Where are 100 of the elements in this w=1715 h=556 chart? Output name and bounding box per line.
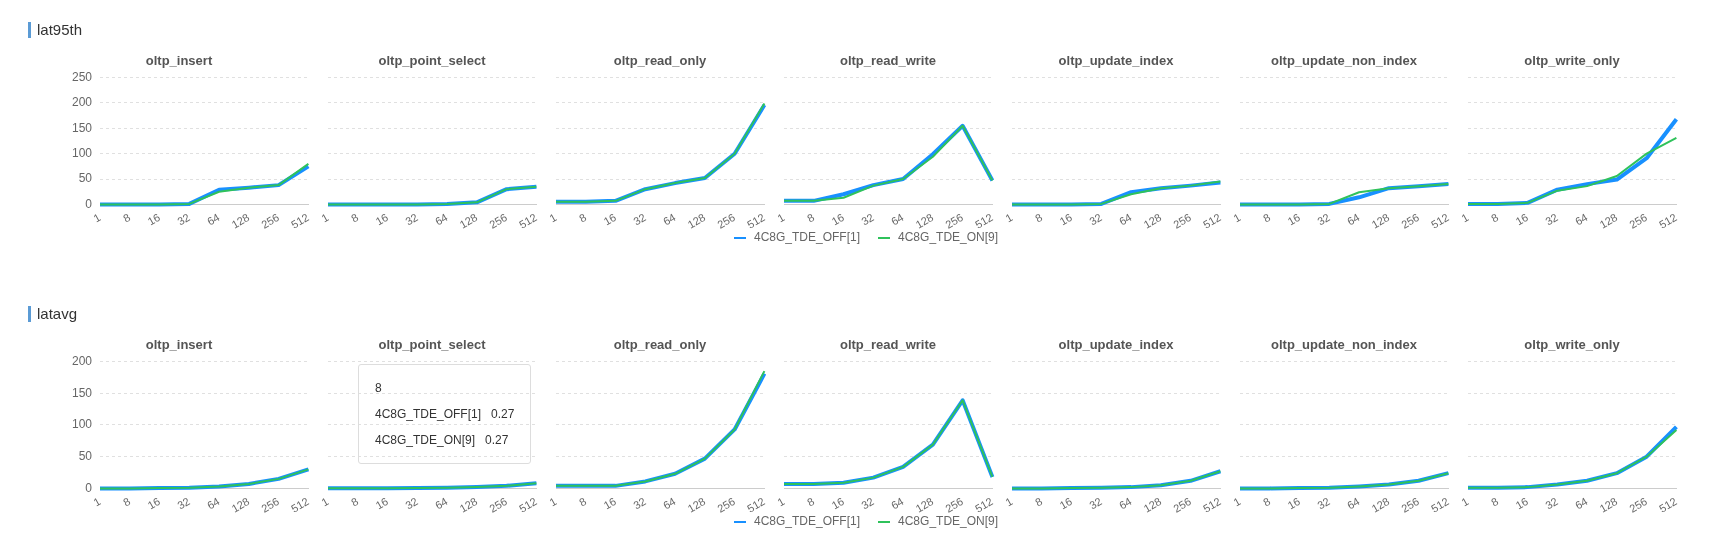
y-tick-label: 150: [71, 120, 93, 135]
tooltip: 8 4C8G_TDE_OFF[1] 0.27 4C8G_TDE_ON[9] 0.27: [358, 364, 532, 464]
x-tick-label: 16: [829, 495, 847, 512]
x-tick-label: 16: [829, 211, 847, 228]
x-tick-label: 8: [349, 495, 361, 509]
x-tick-label: 16: [1513, 211, 1531, 228]
x-tick-label: 64: [433, 211, 450, 228]
x-tick-label: 512: [289, 211, 311, 231]
chart-title: oltp_read_write: [839, 337, 937, 353]
x-tick-label: 32: [1315, 495, 1332, 512]
x-tick-label: 16: [1285, 211, 1303, 228]
chart-title: oltp_read_only: [613, 337, 707, 353]
chart-title: oltp_point_select: [378, 53, 487, 69]
x-tick-label: 128: [1141, 211, 1164, 231]
x-tick-label: 256: [1627, 495, 1650, 515]
chart-title: oltp_insert: [145, 53, 213, 69]
x-tick-label: 32: [403, 211, 420, 228]
x-tick-label: 32: [859, 495, 876, 512]
x-tick-label: 32: [631, 211, 648, 228]
x-tick-label: 1: [91, 495, 103, 509]
x-tick-label: 128: [1369, 211, 1392, 231]
x-tick-label: 128: [457, 495, 480, 515]
x-tick-label: 16: [601, 211, 619, 228]
x-tick-label: 512: [1657, 211, 1679, 231]
x-tick-label: 1: [1003, 211, 1015, 225]
x-tick-label: 16: [1057, 495, 1075, 512]
x-tick-label: 128: [1597, 211, 1620, 231]
x-tick-label: 32: [1087, 495, 1104, 512]
x-tick-label: 1: [1459, 495, 1471, 509]
x-tick-label: 64: [1573, 211, 1590, 228]
x-tick-label: 8: [1033, 211, 1045, 225]
x-tick-label: 256: [1171, 211, 1194, 231]
x-tick-label: 1: [1003, 495, 1015, 509]
x-tick-label: 8: [805, 211, 817, 225]
x-tick-label: 8: [577, 495, 589, 509]
x-tick-label: 512: [1201, 211, 1223, 231]
x-tick-label: 512: [289, 495, 311, 515]
x-tick-label: 8: [577, 211, 589, 225]
x-tick-label: 256: [1171, 495, 1194, 515]
x-tick-label: 8: [121, 495, 133, 509]
x-tick-label: 8: [1261, 495, 1273, 509]
y-tick-label: 100: [71, 145, 93, 160]
x-tick-label: 16: [601, 495, 619, 512]
x-tick-label: 128: [913, 495, 936, 515]
x-tick-label: 512: [1429, 211, 1451, 231]
x-tick-label: 32: [403, 495, 420, 512]
x-tick-label: 256: [1399, 495, 1422, 515]
x-tick-label: 128: [685, 211, 708, 231]
x-tick-label: 32: [631, 495, 648, 512]
x-tick-label: 64: [889, 211, 906, 228]
x-tick-label: 1: [91, 211, 103, 225]
x-tick-label: 512: [1657, 495, 1679, 515]
x-tick-label: 8: [1489, 211, 1501, 225]
chart-title: oltp_read_only: [613, 53, 707, 69]
x-tick-label: 64: [889, 495, 906, 512]
y-tick-label: 150: [71, 385, 93, 400]
x-tick-label: 32: [1543, 495, 1560, 512]
y-tick-label: 200: [71, 95, 93, 110]
x-tick-label: 512: [517, 211, 539, 231]
x-tick-label: 64: [1117, 211, 1134, 228]
x-tick-label: 8: [1033, 495, 1045, 509]
x-tick-label: 64: [1345, 211, 1362, 228]
x-tick-label: 1: [1231, 211, 1243, 225]
x-tick-label: 16: [1057, 211, 1075, 228]
x-tick-label: 32: [1543, 211, 1560, 228]
x-tick-label: 8: [1261, 211, 1273, 225]
x-tick-label: 128: [229, 211, 252, 231]
chart-title: oltp_update_non_index: [1271, 53, 1418, 69]
x-tick-label: 64: [661, 495, 678, 512]
x-tick-label: 128: [457, 211, 480, 231]
x-tick-label: 512: [1201, 495, 1223, 515]
legend-label: 4C8G_TDE_OFF[1]: [753, 230, 861, 244]
y-tick-label: 50: [78, 171, 93, 186]
x-tick-label: 64: [205, 495, 222, 512]
x-tick-label: 64: [661, 211, 678, 228]
x-tick-label: 32: [1087, 211, 1104, 228]
legend-label: 4C8G_TDE_OFF[1]: [753, 514, 861, 528]
x-tick-label: 32: [1315, 211, 1332, 228]
x-tick-label: 8: [349, 211, 361, 225]
x-tick-label: 256: [715, 495, 738, 515]
x-tick-label: 64: [1117, 495, 1134, 512]
x-tick-label: 32: [175, 211, 192, 228]
x-tick-label: 1: [1231, 495, 1243, 509]
x-tick-label: 512: [745, 495, 767, 515]
x-tick-label: 128: [913, 211, 936, 231]
text: lat95th: [28, 21, 83, 38]
y-tick-label: 0: [85, 480, 93, 495]
x-tick-label: 8: [805, 495, 817, 509]
x-tick-label: 1: [319, 211, 331, 225]
x-tick-label: 256: [943, 495, 966, 515]
x-tick-label: 64: [1345, 495, 1362, 512]
x-tick-label: 8: [1489, 495, 1501, 509]
x-tick-label: 128: [1597, 495, 1620, 515]
text: latavg: [28, 305, 78, 322]
x-tick-label: 512: [1429, 495, 1451, 515]
legend-label: 4C8G_TDE_ON[9]: [897, 514, 999, 528]
x-tick-label: 128: [229, 495, 252, 515]
chart-title: oltp_read_write: [839, 53, 937, 69]
chart-title: oltp_write_only: [1524, 337, 1621, 353]
chart-title: oltp_update_index: [1058, 337, 1175, 353]
